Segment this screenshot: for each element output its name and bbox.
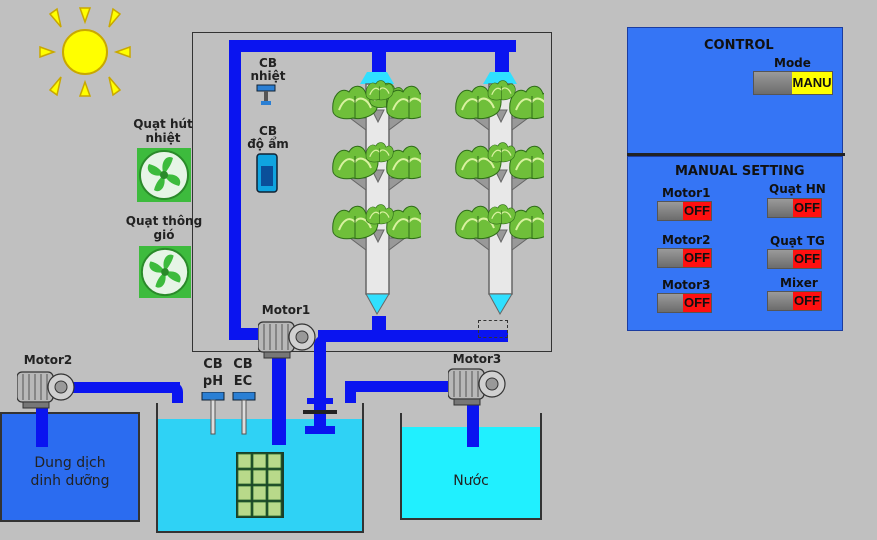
mixer-switch-label: Mixer bbox=[780, 276, 818, 290]
panel-divider bbox=[627, 153, 845, 156]
nutrient-tank: Dung dịch dinh dưỡng bbox=[0, 412, 140, 522]
manual-setting-panel: MANUAL SETTING Motor1 OFF Quạt HN OFF Mo… bbox=[627, 156, 843, 331]
pipe-return bbox=[318, 330, 508, 342]
lettuce-icon bbox=[487, 203, 516, 225]
lettuce-icon bbox=[365, 141, 394, 163]
ventilation-fan-label: Quạt thông gió bbox=[125, 214, 203, 242]
motor1-switch-label: Motor1 bbox=[662, 186, 711, 200]
sensor-probe-icon bbox=[201, 392, 225, 435]
motor-icon[interactable] bbox=[17, 368, 77, 410]
pipe-return-down bbox=[314, 335, 326, 415]
pipe-motor1-in-tank bbox=[272, 403, 286, 445]
humidity-sensor-label: CB độ ẩm bbox=[247, 124, 289, 151]
sensor-probe-icon bbox=[256, 84, 276, 105]
switch-knob bbox=[658, 202, 684, 220]
pipe-motor2-to-tank bbox=[60, 382, 180, 393]
lettuce-icon bbox=[487, 79, 516, 101]
motor3-switch-state: OFF bbox=[683, 294, 711, 312]
motor2-label: Motor2 bbox=[23, 353, 73, 367]
mode-switch-knob bbox=[754, 72, 792, 94]
temperature-sensor-label: CB nhiệt bbox=[250, 56, 286, 83]
fan-icon[interactable] bbox=[139, 245, 191, 299]
ventilation-fan-switch-label: Quạt TG bbox=[770, 234, 825, 248]
ec-sensor-label: CB EC bbox=[233, 357, 253, 389]
switch-knob bbox=[768, 199, 794, 217]
control-panel: CONTROL Mode MANU bbox=[627, 27, 843, 156]
sensor-probe-icon bbox=[232, 392, 256, 435]
switch-knob bbox=[658, 249, 684, 267]
fan-icon[interactable] bbox=[137, 148, 191, 202]
ventilation-fan-switch[interactable]: OFF bbox=[767, 249, 822, 269]
motor2-switch[interactable]: OFF bbox=[657, 248, 712, 268]
motor2-switch-label: Motor2 bbox=[662, 233, 711, 247]
lettuce-icon bbox=[365, 79, 394, 101]
pipe-motor2-drop bbox=[172, 382, 183, 407]
ph-sensor-label: CB pH bbox=[202, 357, 224, 389]
lettuce-icon bbox=[365, 203, 394, 225]
exhaust-fan-switch-label: Quạt HN bbox=[769, 182, 826, 196]
nutrient-tank-label: Dung dịch dinh dưỡng bbox=[30, 455, 110, 489]
motor3-switch-label: Motor3 bbox=[662, 278, 711, 292]
pipe-motor2-in-tank bbox=[36, 412, 48, 447]
greenhouse-frame bbox=[192, 32, 552, 352]
mode-switch[interactable]: MANU bbox=[753, 71, 833, 95]
switch-knob bbox=[768, 250, 794, 268]
switch-knob bbox=[658, 294, 684, 312]
motor3-label: Motor3 bbox=[452, 352, 502, 366]
motor-icon[interactable] bbox=[258, 318, 318, 360]
ventilation-fan-switch-state: OFF bbox=[793, 250, 821, 268]
switch-knob bbox=[768, 292, 794, 310]
water-tank-label: Nước bbox=[453, 473, 489, 489]
pipe-motor3-in-tank bbox=[467, 412, 479, 447]
tower2-drain-fitting bbox=[478, 320, 508, 338]
pipe-tower2-feed bbox=[495, 44, 509, 72]
pipe-tower1-drain bbox=[372, 316, 386, 338]
sun-icon bbox=[39, 7, 131, 97]
motor3-switch[interactable]: OFF bbox=[657, 293, 712, 313]
return-outlet bbox=[303, 398, 337, 434]
pipe-motor3-drop bbox=[345, 381, 356, 407]
exhaust-fan-switch-state: OFF bbox=[793, 199, 821, 217]
lettuce-icon bbox=[487, 141, 516, 163]
mixer-switch[interactable]: OFF bbox=[767, 291, 822, 311]
control-title: CONTROL bbox=[704, 38, 774, 53]
exhaust-fan-label: Quạt hút nhiệt bbox=[133, 117, 193, 145]
motor2-switch-state: OFF bbox=[683, 249, 711, 267]
pipe-left-riser bbox=[229, 40, 241, 340]
pipe-tower1-feed bbox=[372, 44, 386, 72]
motor1-switch-state: OFF bbox=[683, 202, 711, 220]
mode-label: Mode bbox=[774, 56, 811, 70]
pipe-motor3-to-tank bbox=[345, 381, 453, 392]
humidity-sensor-icon bbox=[256, 153, 278, 193]
motor-icon[interactable] bbox=[448, 365, 508, 407]
motor1-switch[interactable]: OFF bbox=[657, 201, 712, 221]
seedling-tray-icon bbox=[236, 452, 284, 518]
mode-switch-state: MANU bbox=[792, 72, 832, 94]
mixer-switch-state: OFF bbox=[793, 292, 821, 310]
exhaust-fan-switch[interactable]: OFF bbox=[767, 198, 822, 218]
motor1-label: Motor1 bbox=[261, 303, 311, 317]
manual-setting-title: MANUAL SETTING bbox=[675, 164, 805, 179]
